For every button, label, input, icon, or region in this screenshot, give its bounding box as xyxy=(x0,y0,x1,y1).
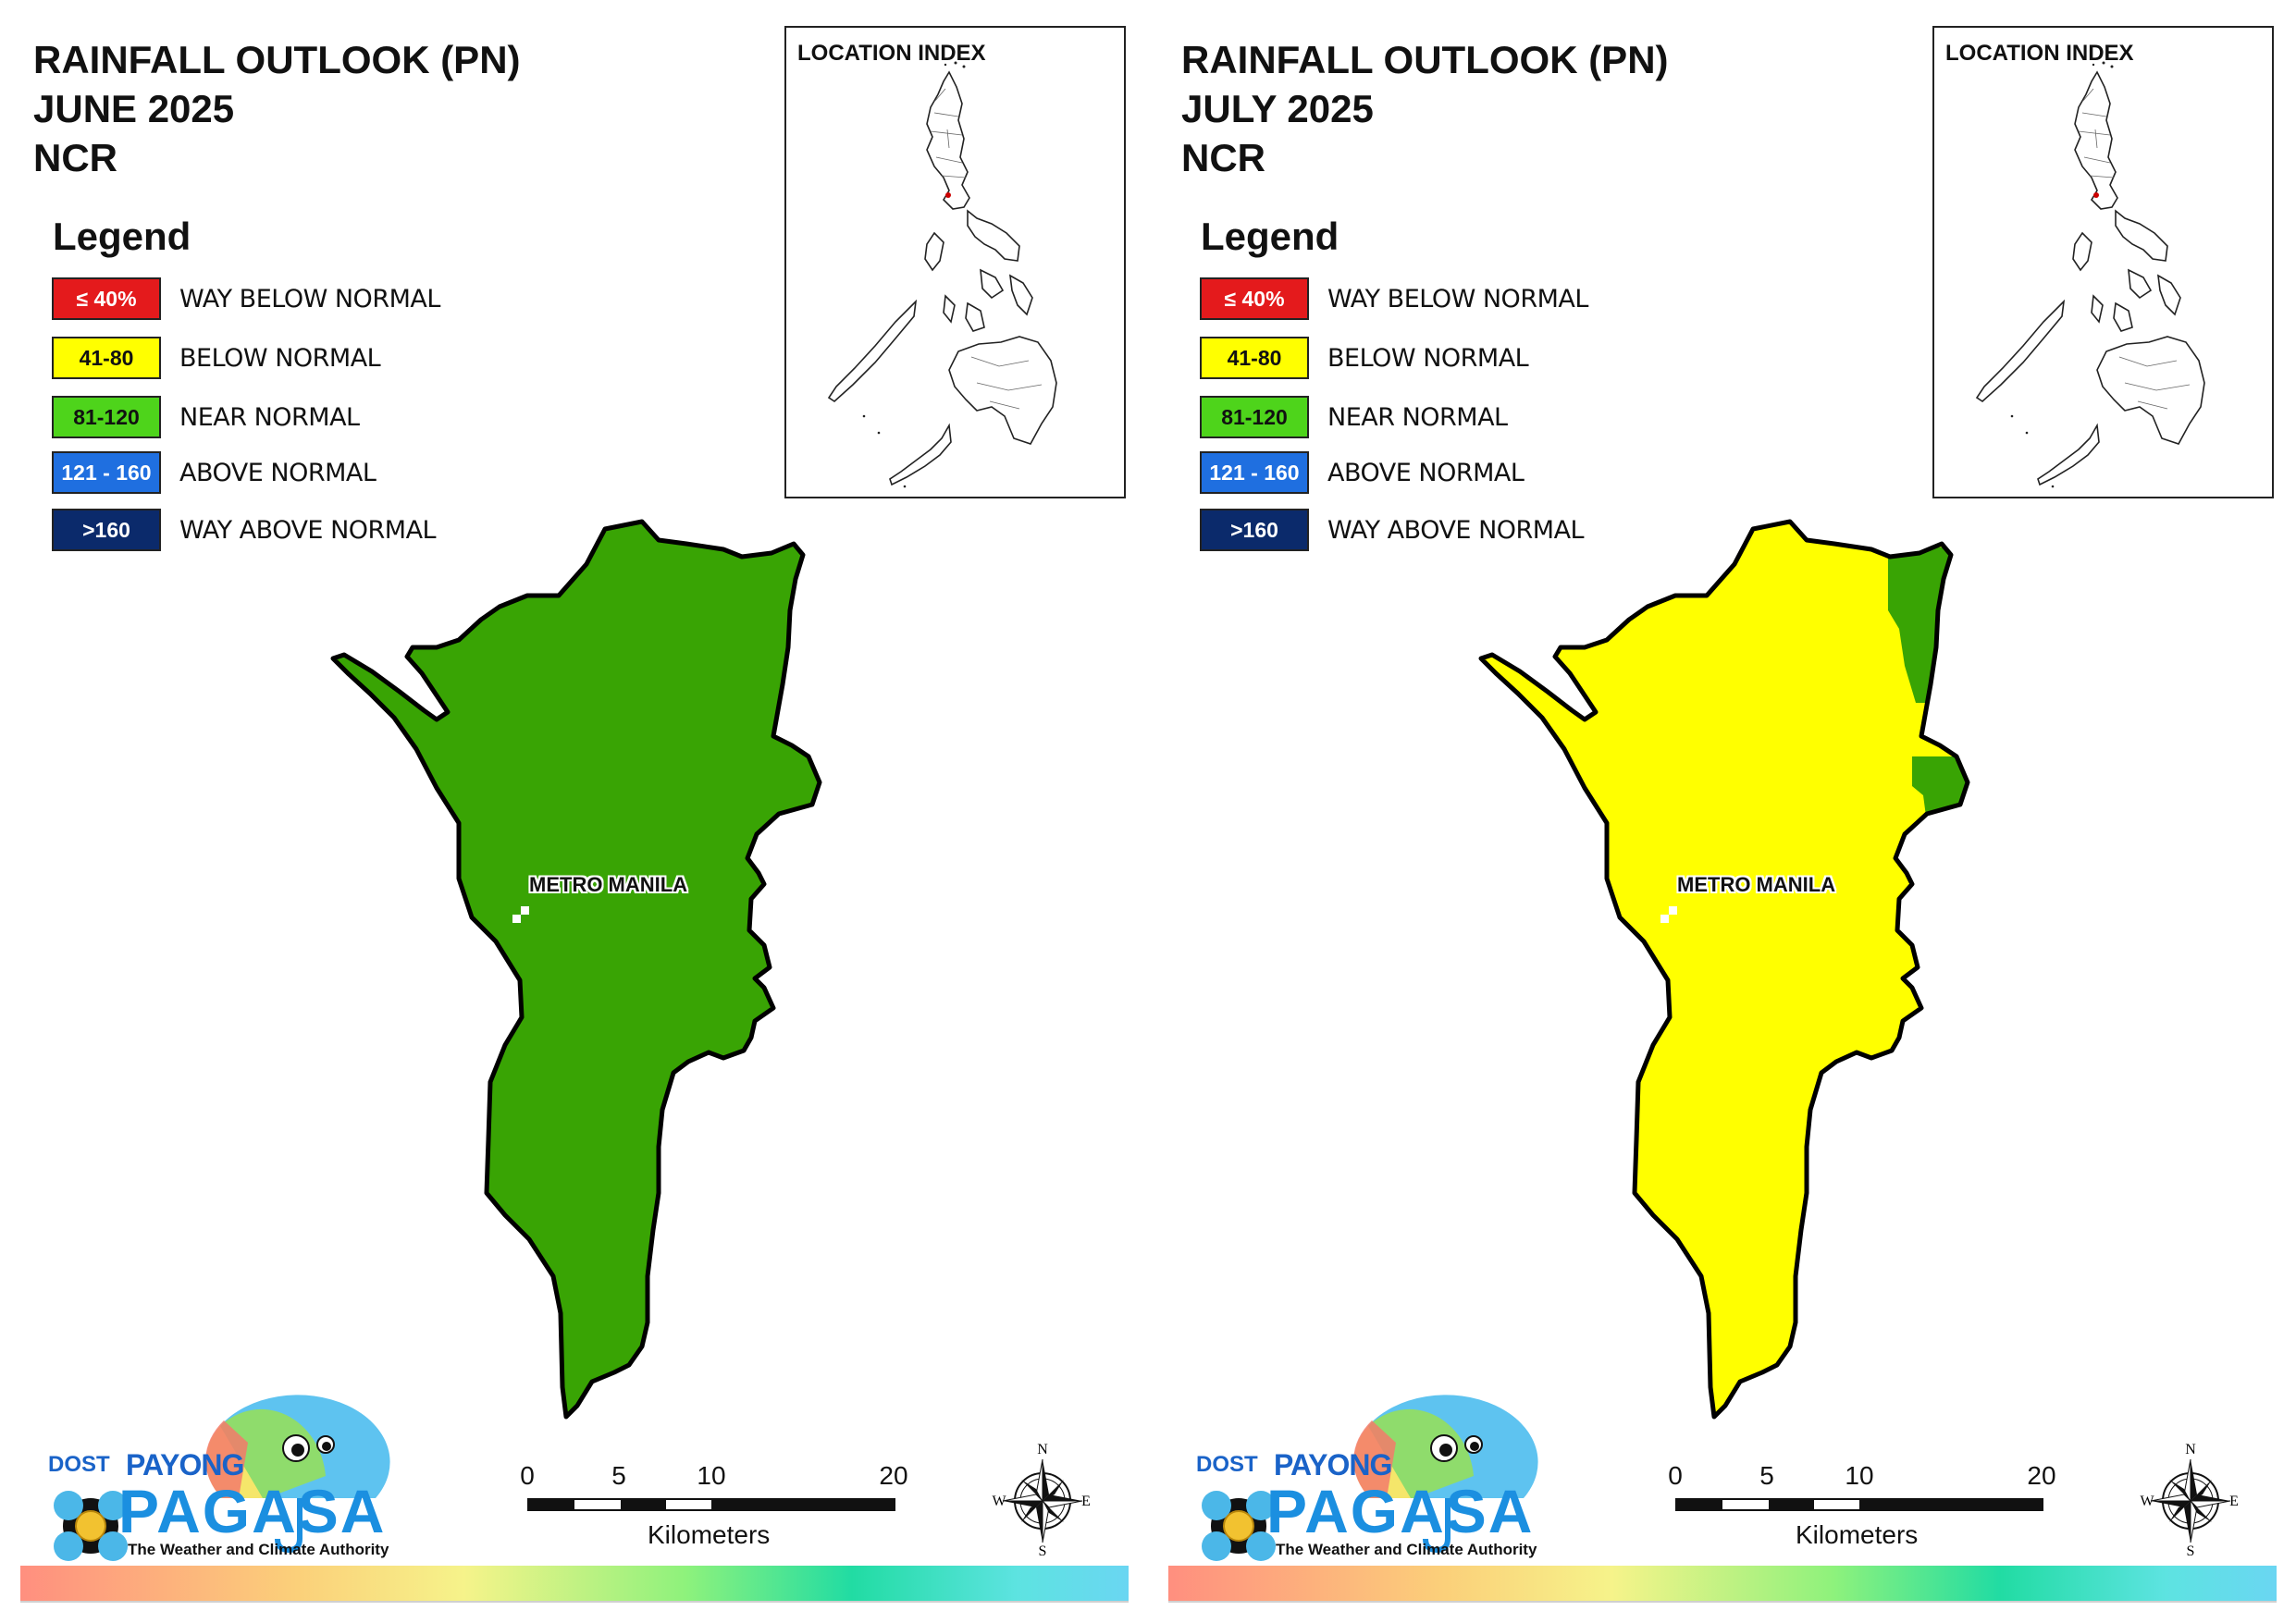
metro-manila-region xyxy=(330,519,822,1420)
scale-tick-label: 5 xyxy=(1759,1461,1774,1490)
logo-tagline: The Weather and Climate Authority xyxy=(1276,1541,1537,1558)
logo-payong: PAYONG xyxy=(126,1448,244,1482)
payong-pagasa-logo: DOST PAYONG PAGASA The Weather and Clima… xyxy=(1174,1387,1544,1563)
legend-label: ABOVE NORMAL xyxy=(1327,459,1524,487)
scale-tick-label: 10 xyxy=(1845,1461,1874,1490)
scale-bar: 0 5 10 20 Kilometers xyxy=(520,1461,916,1549)
legend-swatch: 81-120 xyxy=(52,396,161,438)
legend-swatch: >160 xyxy=(1200,509,1309,551)
legend-label: WAY BELOW NORMAL xyxy=(1327,285,1588,314)
inset-title: LOCATION INDEX xyxy=(797,41,986,66)
legend-swatch: 81-120 xyxy=(1200,396,1309,438)
location-index-inset: LOCATION INDEX xyxy=(784,26,1126,498)
title-line-2: JULY 2025 xyxy=(1181,87,1374,130)
philippines-outline-map xyxy=(1975,61,2205,488)
region-label: METRO MANILA xyxy=(529,873,688,896)
compass-east: E xyxy=(2229,1494,2239,1509)
legend-swatch: ≤ 40% xyxy=(52,277,161,320)
metro-manila-region xyxy=(1481,522,1968,1417)
scale-tick-label: 5 xyxy=(611,1461,626,1490)
title-line-2: JUNE 2025 xyxy=(33,87,235,130)
legend-swatch: 121 - 160 xyxy=(1200,451,1309,494)
scale-bar-graphic xyxy=(527,1498,895,1511)
north-arrow-compass-icon: N S E W xyxy=(2140,1439,2241,1559)
legend-swatch: 41-80 xyxy=(1200,337,1309,379)
legend-label: NEAR NORMAL xyxy=(179,403,360,432)
legend-label: WAY BELOW NORMAL xyxy=(179,285,440,314)
legend-swatch: ≤ 40% xyxy=(1200,277,1309,320)
legend-swatch: 41-80 xyxy=(52,337,161,379)
scale-tick-label: 0 xyxy=(1668,1461,1683,1490)
compass-south: S xyxy=(2187,1543,2195,1559)
compass-north: N xyxy=(2185,1442,2196,1457)
legend-label: ABOVE NORMAL xyxy=(179,459,376,487)
legend-title: Legend xyxy=(1201,215,1339,258)
logo-pagasa: PAGASA xyxy=(118,1477,387,1545)
compass-east: E xyxy=(1081,1494,1091,1509)
compass-west: W xyxy=(2140,1494,2154,1509)
legend-label: BELOW NORMAL xyxy=(1327,344,1529,373)
map-title: RAINFALL OUTLOOK (PN) JULY 2025 NCR xyxy=(1181,35,1669,182)
region-label: METRO MANILA xyxy=(1677,873,1836,896)
scale-tick-label: 20 xyxy=(879,1461,908,1490)
payong-pagasa-logo: DOST PAYONG PAGASA The Weather and Clima… xyxy=(26,1387,396,1563)
umbrella-icon xyxy=(1202,1395,1538,1561)
outlook-panel-june: RAINFALL OUTLOOK (PN) JUNE 2025 NCR Lege… xyxy=(20,26,1129,1603)
footer-gradient-band xyxy=(20,1566,1129,1601)
title-line-3: NCR xyxy=(1181,136,1265,179)
compass-north: N xyxy=(1037,1442,1048,1457)
title-line-1: RAINFALL OUTLOOK (PN) xyxy=(33,38,521,81)
logo-payong: PAYONG xyxy=(1274,1448,1392,1482)
location-index-inset: LOCATION INDEX xyxy=(1932,26,2274,498)
footer-gradient-band xyxy=(1168,1566,2277,1601)
footer-divider xyxy=(20,1601,1129,1603)
legend-label: WAY ABOVE NORMAL xyxy=(1327,516,1585,545)
legend-swatch: >160 xyxy=(52,509,161,551)
map-title: RAINFALL OUTLOOK (PN) JUNE 2025 NCR xyxy=(33,35,521,182)
logo-pagasa: PAGASA xyxy=(1266,1477,1535,1545)
compass-south: S xyxy=(1039,1543,1047,1559)
ncr-rainfall-map xyxy=(330,519,822,1420)
outlook-panel-july: RAINFALL OUTLOOK (PN) JULY 2025 NCR Lege… xyxy=(1148,0,2296,1623)
title-line-3: NCR xyxy=(33,136,117,179)
north-arrow-compass-icon: N S E W xyxy=(992,1439,1093,1559)
compass-west: W xyxy=(992,1494,1006,1509)
legend-label: WAY ABOVE NORMAL xyxy=(179,516,437,545)
scale-bar-graphic xyxy=(1675,1498,2043,1511)
logo-tagline: The Weather and Climate Authority xyxy=(128,1541,389,1558)
legend-swatch: 121 - 160 xyxy=(52,451,161,494)
scale-unit: Kilometers xyxy=(648,1520,771,1549)
scale-tick-label: 20 xyxy=(2027,1461,2056,1490)
footer-divider xyxy=(1168,1601,2277,1603)
legend-title: Legend xyxy=(53,215,191,258)
logo-dost: DOST xyxy=(1196,1452,1258,1477)
nodata-pixels xyxy=(1660,906,1677,923)
nodata-pixels xyxy=(512,906,529,923)
philippines-outline-map xyxy=(827,61,1057,488)
title-line-1: RAINFALL OUTLOOK (PN) xyxy=(1181,38,1669,81)
scale-tick-label: 10 xyxy=(697,1461,726,1490)
scale-bar: 0 5 10 20 Kilometers xyxy=(1668,1461,2064,1549)
scale-tick-label: 0 xyxy=(520,1461,535,1490)
legend-label: BELOW NORMAL xyxy=(179,344,381,373)
scale-unit: Kilometers xyxy=(1796,1520,1919,1549)
inset-title: LOCATION INDEX xyxy=(1945,41,2134,66)
umbrella-icon xyxy=(54,1395,390,1561)
logo-dost: DOST xyxy=(48,1452,110,1477)
ncr-rainfall-map xyxy=(1478,519,1970,1420)
legend-label: NEAR NORMAL xyxy=(1327,403,1508,432)
